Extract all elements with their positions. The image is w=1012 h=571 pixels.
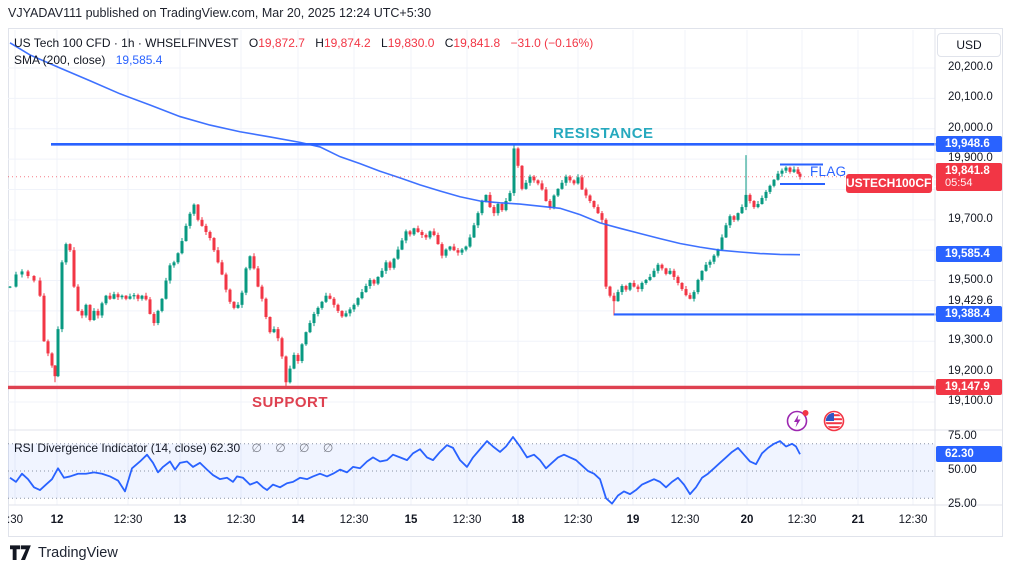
low-label: L xyxy=(381,36,388,50)
close-label: C xyxy=(444,36,454,50)
us-flag-economic-icon[interactable] xyxy=(822,409,846,433)
tradingview-brand-text[interactable]: TradingView xyxy=(38,545,118,561)
rsi-axis-label: 25.00 xyxy=(948,498,977,510)
rsi-indicator-title[interactable]: RSI Divergence Indicator (14, close) 62.… xyxy=(14,441,338,455)
time-axis-label: 19 xyxy=(626,514,640,526)
price-badge: 19,585.4 xyxy=(936,246,1002,263)
time-axis-label: 13 xyxy=(173,514,187,526)
time-axis-label: 12:30 xyxy=(898,514,928,526)
chart-frame xyxy=(8,28,1003,537)
chart-legend[interactable]: US Tech 100 CFD · 1h · WHSELFINVEST O19,… xyxy=(14,35,593,69)
time-axis-label: 12:30 xyxy=(226,514,256,526)
price-axis-label: 19,200.0 xyxy=(948,364,993,377)
change-value: −31.0 (−0.16%) xyxy=(510,36,594,50)
price-badge: 19,388.4 xyxy=(936,305,1002,322)
bar-countdown: 05:54 xyxy=(945,176,973,189)
legend-sma-row: SMA (200, close) 19,585.4 xyxy=(14,52,593,69)
time-axis-label: 12:30 xyxy=(452,514,482,526)
time-axis-label: 15 xyxy=(404,514,418,526)
open-value: 19,872.7 xyxy=(258,36,305,50)
rsi-value-badge: 62.30 xyxy=(936,445,1002,462)
symbol-title: US Tech 100 CFD · 1h · WHSELFINVEST xyxy=(14,36,239,50)
time-axis-label: 12:30 xyxy=(113,514,143,526)
price-axis-label: 20,200.0 xyxy=(948,61,993,73)
price-badge: 19,147.9 xyxy=(936,378,1002,395)
time-axis-label: 12:30 xyxy=(787,514,817,526)
open-label: O xyxy=(248,36,259,50)
price-axis-label: 19,700.0 xyxy=(948,212,993,225)
resistance-label[interactable]: RESISTANCE xyxy=(553,125,654,142)
price-axis-label: 19,100.0 xyxy=(948,395,993,407)
events-lightning-icon[interactable] xyxy=(786,408,810,432)
time-axis-label: 14 xyxy=(291,514,305,526)
time-axis-label: 20 xyxy=(740,514,754,526)
price-badge: 19,948.6 xyxy=(936,135,1002,152)
close-value: 19,841.8 xyxy=(453,36,501,50)
rsi-axis-label: 75.00 xyxy=(948,430,977,442)
attribution-text: VJYADAV111 published on TradingView.com,… xyxy=(8,6,432,20)
price-axis-label: 19,500.0 xyxy=(948,273,993,286)
time-axis-label: 21 xyxy=(851,514,865,526)
time-axis-label: 12:30 xyxy=(563,514,593,526)
rsi-divergence-counts: ∅ ∅ ∅ ∅ xyxy=(251,441,339,455)
sma-label: SMA (200, close) xyxy=(14,53,106,67)
price-axis-label: 20,000.0 xyxy=(948,121,993,134)
high-label: H xyxy=(315,36,324,50)
price-axis-label: 19,900.0 xyxy=(948,152,993,165)
time-axis-label: 12 xyxy=(50,514,64,526)
legend-symbol-row: US Tech 100 CFD · 1h · WHSELFINVEST O19,… xyxy=(14,35,593,52)
flag-label[interactable]: FLAG xyxy=(810,164,847,179)
time-axis-label: :30 xyxy=(7,514,23,526)
time-axis-label: 12:30 xyxy=(339,514,369,526)
time-axis-label: 12:30 xyxy=(670,514,700,526)
low-value: 19,830.0 xyxy=(387,36,435,50)
symbol-price-tag: USTECH100CFD xyxy=(846,174,940,193)
currency-button[interactable]: USD xyxy=(937,33,1001,57)
rsi-value: 62.30 xyxy=(210,441,241,455)
rsi-axis-label: 50.00 xyxy=(948,464,977,476)
price-axis-label: 19,300.0 xyxy=(948,334,993,347)
price-axis-label: 19,429.6 xyxy=(948,294,993,307)
high-value: 19,874.2 xyxy=(323,36,371,50)
sma-value: 19,585.4 xyxy=(115,53,163,67)
tradingview-logo-icon[interactable] xyxy=(10,545,34,562)
support-label[interactable]: SUPPORT xyxy=(252,394,329,411)
time-axis-label: 18 xyxy=(511,514,525,526)
price-axis-label: 20,100.0 xyxy=(948,91,993,104)
rsi-title-text: RSI Divergence Indicator (14, close) xyxy=(14,441,207,455)
price-badge: 19,841.8 05:54 xyxy=(936,162,1002,191)
